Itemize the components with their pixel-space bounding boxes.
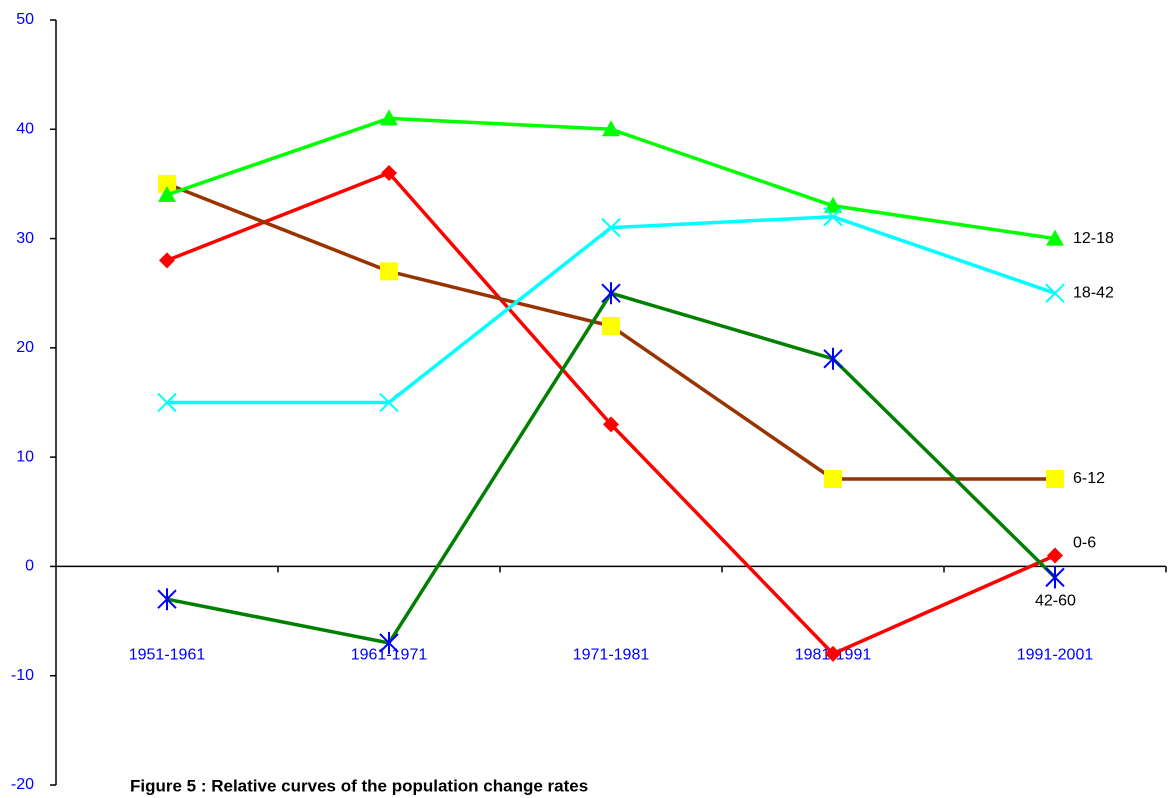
x-tick-label: 1991-2001 (1017, 647, 1094, 664)
marker (823, 207, 843, 227)
series-label: 12-18 (1073, 230, 1114, 247)
marker (824, 196, 842, 213)
marker (1045, 283, 1065, 303)
y-tick-label: 0 (25, 558, 34, 575)
series-label: 6-12 (1073, 470, 1105, 487)
series-line (166, 291, 1057, 645)
marker (380, 109, 398, 126)
marker (601, 282, 621, 305)
marker (1046, 470, 1064, 488)
series-label: 18-42 (1073, 284, 1114, 301)
y-tick-label: 30 (16, 230, 34, 247)
x-tick-label: 1971-1981 (573, 647, 650, 664)
marker (157, 392, 177, 413)
marker (823, 347, 843, 370)
y-tick-label: 10 (16, 448, 34, 465)
marker (602, 120, 620, 137)
marker (159, 252, 175, 269)
marker (158, 185, 176, 202)
y-tick-label: -20 (11, 776, 34, 793)
marker (1045, 566, 1065, 589)
marker (379, 631, 399, 654)
x-tick-label: 1951-1961 (129, 647, 206, 664)
marker (1047, 547, 1063, 564)
marker (381, 165, 397, 181)
marker (601, 217, 621, 238)
marker (824, 470, 842, 488)
marker (380, 262, 398, 281)
series-label: 42-60 (1035, 593, 1076, 610)
marker (602, 317, 620, 335)
series-line (166, 171, 1056, 656)
chart-title: Figure 5 : Relative curves of the popula… (130, 776, 588, 795)
marker (825, 645, 841, 662)
y-tick-label: -10 (11, 667, 34, 684)
y-tick-label: 50 (16, 11, 34, 28)
y-tick-label: 40 (16, 121, 34, 138)
x-tick-label: 1961-1971 (351, 647, 428, 664)
marker (1046, 229, 1064, 246)
marker (158, 174, 176, 193)
series-label: 0-6 (1073, 535, 1096, 552)
y-tick-label: 20 (16, 339, 34, 356)
series-line (167, 214, 1056, 405)
marker (379, 392, 399, 413)
marker (603, 416, 619, 433)
series-line (166, 116, 1056, 241)
marker (157, 588, 177, 611)
